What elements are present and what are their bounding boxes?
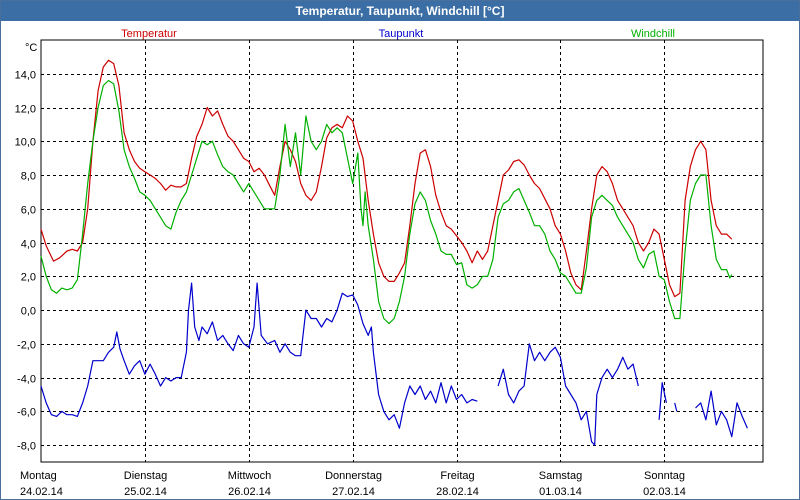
- plot-area: [40, 39, 764, 463]
- y-tick-label: 4,0: [21, 239, 36, 251]
- y-axis-label: °C: [25, 42, 37, 54]
- x-tick-date: 27.02.14: [332, 486, 375, 498]
- legend-taupunkt: Taupunkt: [379, 28, 424, 40]
- y-tick-label: 0,0: [21, 306, 36, 318]
- window-title: Temperatur, Taupunkt, Windchill [°C]: [1, 1, 799, 21]
- series-line-temperatur: [40, 59, 733, 298]
- x-tick-date: 24.02.14: [20, 486, 63, 498]
- y-tick-label: 6,0: [21, 205, 36, 217]
- x-tick-date: 28.02.14: [436, 486, 479, 498]
- x-tick-date: 01.03.14: [539, 486, 582, 498]
- y-tick-label: 14,0: [15, 70, 36, 82]
- x-tick-day: Donnerstag: [325, 470, 382, 482]
- x-tick-day: Montag: [20, 470, 57, 482]
- series-line-taupunkt: [674, 402, 678, 412]
- x-tick-day: Freitag: [440, 470, 474, 482]
- x-tick-date: 26.02.14: [228, 486, 271, 498]
- y-tick-label: -6,0: [17, 407, 36, 419]
- y-tick-label: 12,0: [15, 104, 36, 116]
- y-tick-label: 10,0: [15, 137, 36, 149]
- series-line-taupunkt: [497, 343, 639, 446]
- series-line-taupunkt: [658, 382, 667, 420]
- x-tick-day: Samstag: [539, 470, 582, 482]
- x-tick-date: 25.02.14: [124, 486, 167, 498]
- y-tick-label: -2,0: [17, 340, 36, 352]
- y-tick-label: 8,0: [21, 171, 36, 183]
- y-tick-label: -8,0: [17, 441, 36, 453]
- series-line-taupunkt: [695, 390, 748, 438]
- legend-windchill: Windchill: [631, 28, 675, 40]
- series-line-taupunkt: [40, 282, 478, 429]
- legend-temperatur: Temperatur: [121, 28, 177, 40]
- y-tick-label: 2,0: [21, 272, 36, 284]
- y-tick-label: -4,0: [17, 374, 36, 386]
- x-tick-day: Sonntag: [644, 470, 685, 482]
- x-tick-day: Mittwoch: [228, 470, 271, 482]
- x-tick-day: Dienstag: [124, 470, 167, 482]
- x-tick-date: 02.03.14: [643, 486, 686, 498]
- series-line-windchill: [40, 79, 733, 325]
